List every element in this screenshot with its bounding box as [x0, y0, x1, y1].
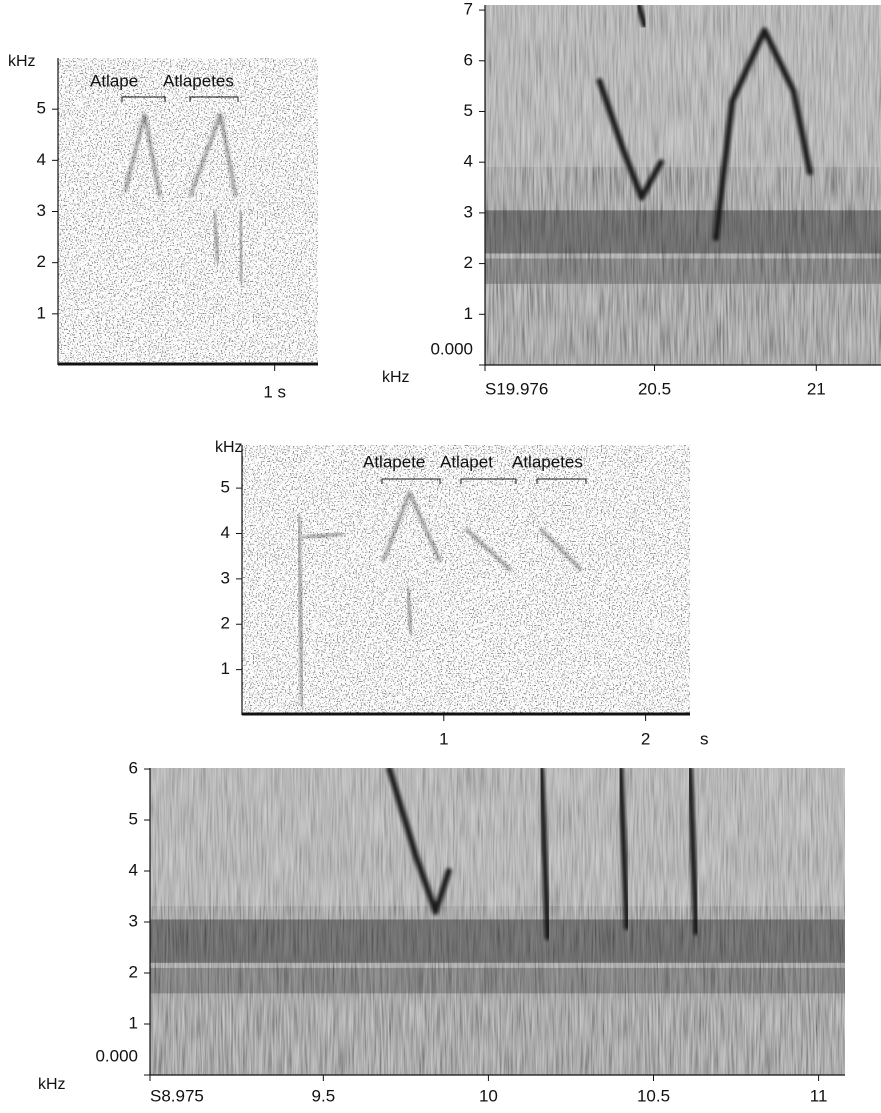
annotation: Atlapet — [440, 452, 493, 471]
annotation: Atlapetes — [163, 71, 234, 90]
noise-band — [485, 258, 881, 284]
noise-band — [485, 210, 881, 254]
song-trace — [713, 27, 813, 242]
y-tick-label: 5 — [37, 99, 46, 118]
annotation-bracket — [381, 478, 441, 484]
annotation-bracket — [189, 96, 239, 102]
y-tick-label: 2 — [37, 252, 46, 271]
x-tick-label: 1 s — [263, 382, 286, 401]
y-axis-label: kHz — [38, 1076, 66, 1093]
noise — [242, 445, 690, 715]
song-trace — [213, 210, 220, 264]
noise — [150, 768, 845, 1075]
y-tick-label: 4 — [129, 860, 138, 879]
top-fade — [485, 5, 881, 167]
plot-area — [485, 5, 881, 365]
song-trace — [686, 768, 700, 936]
song-trace — [124, 113, 161, 198]
song-trace — [539, 527, 582, 571]
x-axis-label: s — [700, 729, 709, 748]
x-tick-label: 20.5 — [638, 379, 671, 398]
annotation: Atlapete — [363, 452, 425, 471]
y-tick-label: 4 — [221, 523, 230, 542]
x-tick-label: 10 — [479, 1086, 498, 1105]
y-tick-label: 1 — [221, 659, 230, 678]
y-tick-label: 4 — [464, 152, 473, 171]
y-tick-label: 4 — [37, 150, 46, 169]
plot-area — [150, 768, 845, 1075]
x-tick-label: 10.5 — [637, 1086, 670, 1105]
y-axis-label: kHz — [382, 369, 410, 386]
y-axis-label: kHz — [8, 53, 36, 70]
song-trace — [406, 586, 413, 635]
x-tick-label: S19.976 — [485, 379, 548, 398]
annotation-bracket — [536, 478, 587, 484]
song-trace — [386, 768, 452, 915]
plot-area — [58, 58, 318, 365]
song-trace — [239, 210, 244, 285]
spectrogram-panel: 1 2 3 4 5 1 2 kHz s Atlapete Atlapet Atlapetes — [215, 439, 709, 748]
spectrogram-panel: 0.000 1 2 3 4 5 6 S8.975 9.5 10 10.5 11 kHz — [38, 759, 845, 1105]
plot-area — [242, 445, 690, 715]
annotation: Atlapetes — [512, 452, 583, 471]
x-tick-label: 1 — [439, 729, 448, 748]
song-trace — [382, 491, 441, 562]
y-tick-label: 3 — [37, 201, 46, 220]
song-trace — [635, 5, 648, 29]
x-tick-label: 11 — [810, 1086, 828, 1105]
spectrogram-panel: 0.000 1 2 3 4 5 6 7 S19.976 20.5 21 kHz — [382, 0, 881, 398]
y-tick-label: 5 — [129, 810, 138, 829]
y-tick-label: 3 — [129, 911, 138, 930]
y-tick-label: 0.000 — [95, 1046, 138, 1065]
song-trace — [297, 514, 304, 707]
annotation-bracket — [121, 96, 166, 102]
y-tick-label: 3 — [464, 202, 473, 221]
y-tick-label: 2 — [464, 253, 473, 272]
y-tick-label: 2 — [221, 614, 230, 633]
noise — [485, 5, 881, 365]
song-trace — [189, 113, 237, 198]
annotation: Atlape — [90, 71, 138, 90]
y-tick-label: 2 — [129, 962, 138, 981]
x-tick-label: 9.5 — [312, 1086, 336, 1105]
x-tick-label: 21 — [807, 379, 826, 398]
y-tick-label: 0.000 — [430, 339, 473, 358]
y-tick-label: 6 — [464, 50, 473, 69]
annotation-bracket — [460, 478, 517, 484]
y-tick-label: 1 — [464, 304, 473, 323]
y-tick-label: 5 — [221, 478, 230, 497]
spectrogram-panel: 1 2 3 4 5 1 s kHz Atlape Atlapetes — [8, 53, 318, 401]
y-tick-label: 3 — [221, 568, 230, 587]
y-tick-label: 7 — [464, 0, 473, 19]
song-trace — [617, 768, 631, 931]
top-fade — [150, 768, 845, 907]
y-tick-label: 5 — [464, 101, 473, 120]
song-trace — [465, 527, 512, 571]
x-tick-label: 2 — [641, 729, 650, 748]
noise — [58, 58, 318, 365]
song-trace — [596, 78, 664, 201]
y-tick-label: 6 — [129, 759, 138, 778]
song-trace — [538, 768, 551, 941]
song-trace — [301, 532, 344, 539]
noise-band — [150, 967, 845, 994]
y-tick-label: 1 — [129, 1013, 138, 1032]
x-tick-label: S8.975 — [150, 1086, 204, 1105]
y-tick-label: 1 — [37, 303, 46, 322]
y-axis-label: kHz — [215, 439, 243, 456]
noise-band — [150, 919, 845, 963]
